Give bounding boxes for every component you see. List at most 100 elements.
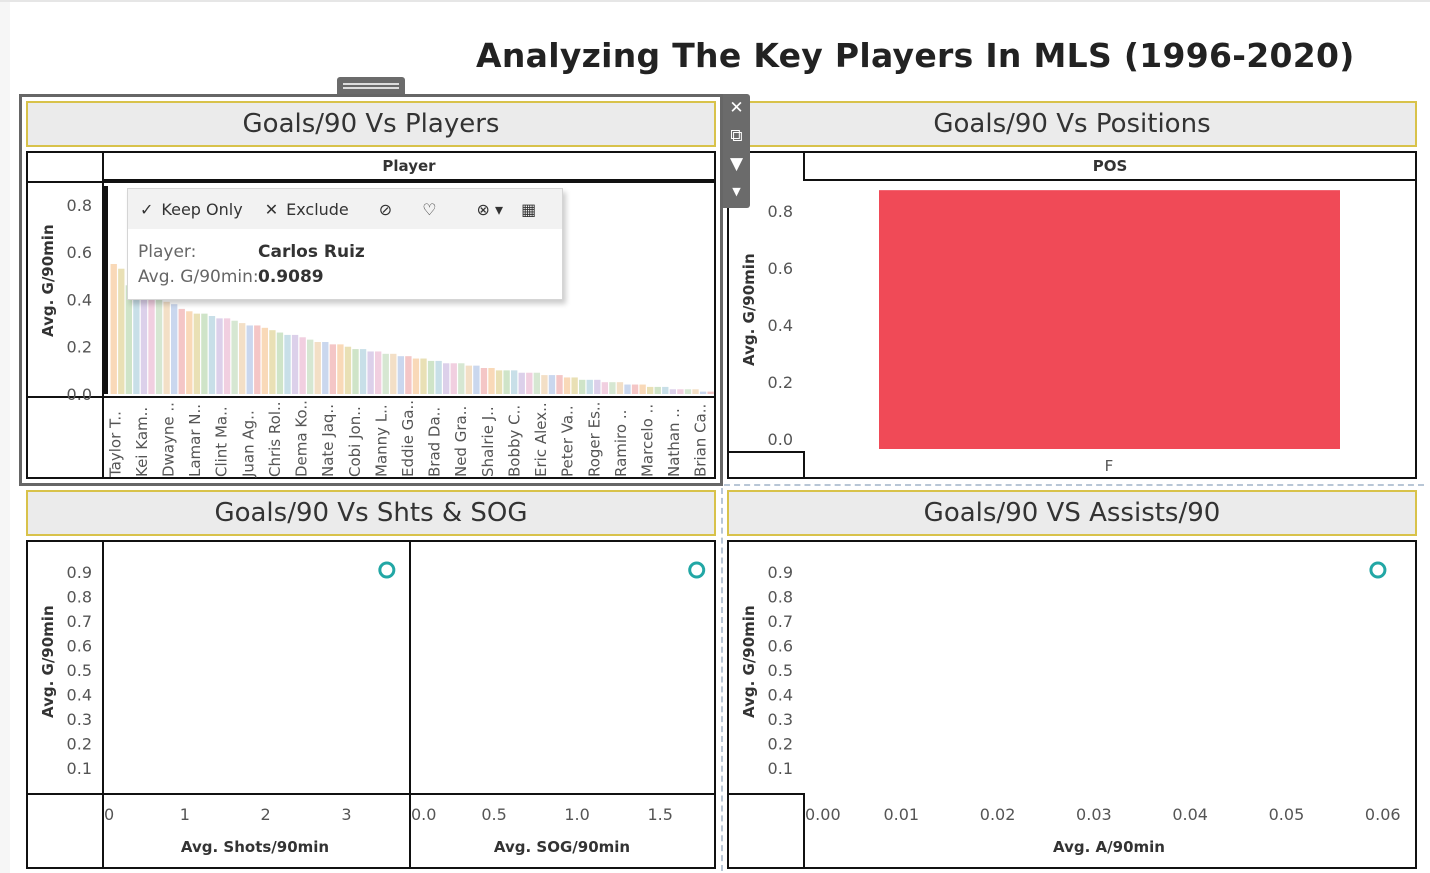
assists-ytick: 0.3 [768, 710, 793, 729]
players-ytick: 0.0 [67, 385, 92, 404]
player-bar [307, 339, 314, 394]
positions-ytick: 0.4 [768, 316, 793, 335]
player-xtick: Ned Gra.. [452, 406, 470, 477]
player-bar [201, 313, 208, 394]
player-xtick: Dwayne .. [160, 402, 178, 477]
player-bar [291, 334, 299, 394]
player-bar [103, 186, 108, 394]
assists-scatter-chart[interactable]: 0.00 0.01 0.02 0.03 0.04 0.05 0.06 0.1 0.2 0.3 0.4… [727, 540, 1417, 869]
player-bar [465, 365, 473, 394]
shots-xtick: 2 [261, 805, 271, 824]
assists-axis-stub [803, 793, 805, 867]
positions-ytick: 0.0 [768, 430, 793, 449]
player-bar [397, 356, 405, 394]
positions-pane: POS [727, 151, 1417, 479]
assists-xtick: 0.05 [1269, 805, 1305, 824]
keep-only-button[interactable]: Keep Only [161, 199, 243, 219]
player-bar [677, 389, 684, 394]
player-bar [654, 386, 661, 394]
players-xaxis-line [102, 396, 716, 398]
player-bar [571, 377, 578, 394]
drag-handle[interactable] [337, 77, 405, 94]
positions-column-header[interactable]: POS [805, 153, 1415, 181]
assists-pane [727, 540, 1417, 869]
check-icon: ✓ [140, 199, 154, 219]
player-bar [375, 351, 382, 394]
players-sheet-title: Goals/90 Vs Players [26, 101, 716, 147]
player-bar [125, 285, 133, 394]
player-bar [420, 358, 427, 394]
player-bar [261, 327, 269, 394]
player-xtick: Lamar N.. [186, 404, 204, 477]
player-xtick: Roger Es.. [585, 402, 603, 477]
assists-ytick: 0.2 [768, 734, 793, 753]
shots-point [378, 561, 396, 579]
assists-xtick: 0.03 [1076, 805, 1112, 824]
sog-xtick: 0.5 [481, 805, 506, 824]
player-xtick: Brad Da.. [426, 407, 444, 477]
sog-xtick: 1.0 [564, 805, 589, 824]
assists-ytick: 0.8 [768, 588, 793, 607]
player-bar [163, 301, 170, 394]
player-bar [707, 391, 714, 394]
player-bar [548, 375, 556, 394]
player-bar [526, 372, 533, 394]
player-xtick: Marcelo .. [638, 404, 656, 477]
shots-ytick: 0.6 [67, 637, 92, 656]
player-xtick: Manny L.. [372, 404, 390, 477]
view-data-icon[interactable]: ▦ [521, 199, 537, 219]
player-bar [171, 304, 178, 394]
player-bar [337, 344, 344, 394]
paperclip-icon[interactable]: ⊘ [378, 199, 393, 219]
close-icon[interactable]: ✕ [729, 98, 744, 118]
assists-xtick: 0.06 [1365, 805, 1401, 824]
shots-xaxis-line [28, 793, 714, 795]
left-strip [0, 2, 10, 873]
player-bar [223, 318, 231, 394]
tooltip-metric-label: Avg. G/90min: [138, 267, 259, 287]
player-bar [692, 389, 699, 394]
players-bar-chart[interactable]: 0.0 0.2 0.4 0.6 0.8 Taylor T.. Kei Kam.. Dwayne… [26, 151, 716, 479]
header-divider [803, 153, 805, 181]
player-bar [405, 356, 412, 394]
dashboard-title: Analyzing The Key Players In MLS (1996-2… [476, 36, 1355, 75]
player-bar [299, 337, 306, 394]
player-bar [594, 379, 601, 394]
more-options-icon[interactable]: ▼ [732, 185, 741, 198]
selected-sheet-frame [19, 94, 723, 486]
positions-axis-stub [803, 451, 805, 479]
player-bar [276, 332, 284, 394]
player-bar [186, 311, 193, 394]
players-column-header[interactable]: Player [104, 153, 714, 181]
player-bar [148, 297, 155, 394]
shots-xtick: 1 [180, 805, 190, 824]
positions-bar-chart[interactable]: 0.0 0.2 0.4 0.6 0.8 F [727, 151, 1417, 479]
player-xtick: Dema Ko.. [293, 400, 311, 477]
header-divider [102, 153, 104, 181]
player-bar [390, 353, 397, 394]
shots-ytick: 0.1 [67, 759, 92, 778]
shots-scatter-chart[interactable]: 0 1 2 3 0.0 0.5 1.0 1.5 0.1 0.2 0.3 0.4 0.5 0.6 0.7 0.8… [26, 540, 716, 869]
popout-icon[interactable]: ⧉ [730, 126, 743, 146]
lightbulb-icon[interactable]: ♡ [422, 199, 437, 219]
sog-xtick: 1.5 [647, 805, 672, 824]
player-xtick: Nathan .. [665, 408, 683, 477]
player-xtick: Peter Va.. [559, 405, 577, 477]
filter-icon[interactable]: ▼ [729, 154, 744, 174]
player-bar [178, 308, 185, 394]
player-bar [329, 344, 337, 394]
exclude-button[interactable]: Exclude [286, 199, 349, 219]
shots-ytick: 0.3 [67, 710, 92, 729]
positions-ytick: 0.2 [768, 373, 793, 392]
player-xtick: Shalrie J.. [479, 406, 497, 477]
sog-point [688, 561, 706, 579]
shots-panel-divider [409, 542, 411, 867]
player-bar [382, 353, 389, 394]
player-bar [624, 384, 631, 394]
player-xtick: Ramiro .. [612, 410, 630, 477]
group-icon[interactable]: ⊗ ▾ [476, 199, 504, 219]
player-bar [586, 379, 593, 394]
player-bar [359, 349, 367, 394]
player-bar [322, 342, 329, 394]
shots-ytick: 0.7 [67, 612, 92, 631]
